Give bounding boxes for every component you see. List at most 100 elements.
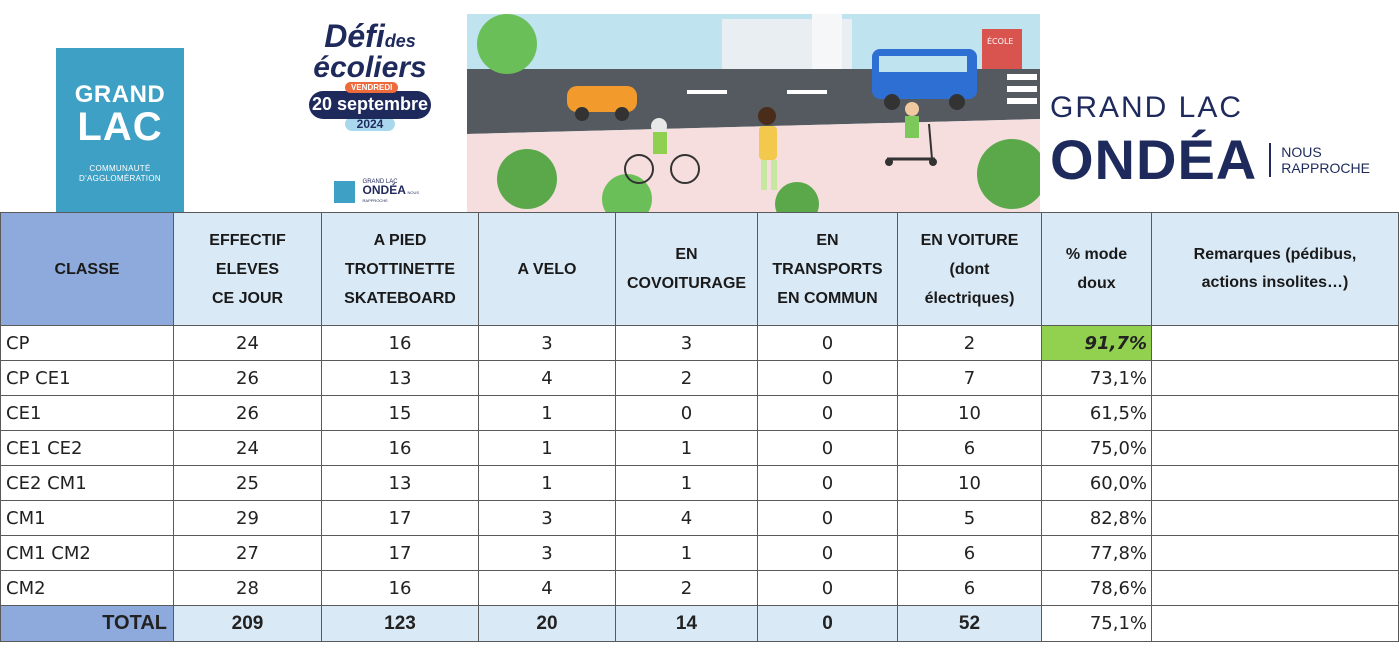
cell-pct-mode-doux: 73,1% bbox=[1041, 360, 1152, 396]
col-a-pied-header-line: A PIED bbox=[373, 231, 427, 249]
total-classe: TOTAL bbox=[0, 605, 174, 642]
cell-remarques bbox=[1151, 360, 1399, 396]
cell-voiture: 6 bbox=[897, 430, 1042, 466]
total-covoiturage: 14 bbox=[615, 605, 758, 642]
cell-a-velo: 1 bbox=[478, 395, 616, 431]
cell-effectif: 25 bbox=[173, 465, 322, 501]
cell-classe: CE1 bbox=[0, 395, 174, 431]
ondea-tagline: NOUS RAPPROCHE bbox=[1281, 144, 1370, 176]
table-row: CM2 28 16 4 2 0 6 78,6% bbox=[0, 570, 1399, 606]
mini-nous-text: NOUS RAPPROCHE bbox=[362, 190, 420, 203]
cell-pct-mode-doux: 61,5% bbox=[1041, 395, 1152, 431]
cell-classe: CM1 CM2 bbox=[0, 535, 174, 571]
table-total-row: TOTAL 209 123 20 14 0 52 75,1% bbox=[0, 605, 1399, 642]
col-remarques-header-line: actions insolites…) bbox=[1201, 274, 1349, 291]
date-badge: VENDREDI 20 septembre bbox=[309, 82, 431, 119]
cell-a-velo: 4 bbox=[478, 570, 616, 606]
cell-voiture: 7 bbox=[897, 360, 1042, 396]
total-a-velo: 20 bbox=[478, 605, 616, 642]
mobility-survey-table: CLASSE EFFECTIF ELEVES CE JOUR A PIED TROTTIN… bbox=[0, 212, 1399, 642]
total-remarques bbox=[1151, 605, 1399, 642]
col-voiture-header-line: (dont bbox=[949, 260, 990, 278]
col-transports-header-line: EN COMMUN bbox=[777, 289, 878, 307]
cell-effectif: 26 bbox=[173, 395, 322, 431]
col-a-pied-header-line: SKATEBOARD bbox=[344, 289, 456, 307]
cell-voiture: 5 bbox=[897, 500, 1042, 536]
col-effectif-header-line: EFFECTIF bbox=[209, 231, 286, 249]
table-row: CM1 29 17 3 4 0 5 82,8% bbox=[0, 500, 1399, 536]
col-pct-mode-doux-header-line: % mode bbox=[1065, 246, 1128, 263]
cell-remarques bbox=[1151, 535, 1399, 571]
col-transports-header-line: TRANSPORTS bbox=[772, 260, 883, 278]
cell-transports: 0 bbox=[757, 360, 898, 396]
total-effectif: 209 bbox=[173, 605, 322, 642]
grand-lac-logo-line1: GRAND bbox=[74, 81, 166, 108]
cell-remarques bbox=[1151, 500, 1399, 536]
col-remarques-header: Remarques (pédibus, actions insolites…) bbox=[1151, 212, 1399, 326]
cell-a-pied: 17 bbox=[321, 500, 479, 536]
cell-remarques bbox=[1151, 325, 1399, 361]
cell-transports: 0 bbox=[757, 570, 898, 606]
col-remarques-header-line: Remarques (pédibus, bbox=[1193, 246, 1357, 263]
table-row: CP 24 16 3 3 0 2 91,7% bbox=[0, 325, 1399, 361]
cell-transports: 0 bbox=[757, 465, 898, 501]
defi-des-ecoliers-logo: Défides écoliers VENDREDI 20 septembre 2… bbox=[300, 20, 440, 207]
grand-lac-logo: GRAND LAC COMMUNAUTÉ D'AGGLOMÉRATION bbox=[56, 48, 184, 212]
col-effectif-header-line: ELEVES bbox=[215, 260, 280, 278]
col-pct-mode-doux-header: % mode doux bbox=[1041, 212, 1152, 326]
cell-classe: CP CE1 bbox=[0, 360, 174, 396]
ondea-wordmark: ONDÉA bbox=[1050, 128, 1258, 191]
col-classe-header-line: CLASSE bbox=[54, 260, 120, 278]
cell-a-velo: 3 bbox=[478, 325, 616, 361]
table-row: CE1 CE2 24 16 1 1 0 6 75,0% bbox=[0, 430, 1399, 466]
cell-a-velo: 4 bbox=[478, 360, 616, 396]
cell-effectif: 29 bbox=[173, 500, 322, 536]
col-voiture-header-line: électriques) bbox=[924, 289, 1015, 307]
col-transports-header-line: EN bbox=[816, 231, 839, 249]
cell-transports: 0 bbox=[757, 500, 898, 536]
grand-lac-logo-subtitle: COMMUNAUTÉ D'AGGLOMÉRATION bbox=[56, 164, 184, 184]
ondea-tagline-rapproche: RAPPROCHE bbox=[1281, 160, 1370, 176]
cell-remarques bbox=[1151, 465, 1399, 501]
cell-a-velo: 1 bbox=[478, 430, 616, 466]
grand-lac-logo-line2: LAC bbox=[77, 105, 163, 149]
cell-voiture: 6 bbox=[897, 535, 1042, 571]
cell-a-pied: 16 bbox=[321, 430, 479, 466]
cell-transports: 0 bbox=[757, 325, 898, 361]
col-effectif-header-line: CE JOUR bbox=[211, 289, 284, 307]
cell-voiture: 2 bbox=[897, 325, 1042, 361]
cell-effectif: 27 bbox=[173, 535, 322, 571]
defi-title-line1: Défides bbox=[300, 20, 440, 55]
header-banner: GRAND LAC COMMUNAUTÉ D'AGGLOMÉRATION Déf… bbox=[0, 0, 1399, 212]
total-transports: 0 bbox=[757, 605, 898, 642]
cell-voiture: 10 bbox=[897, 465, 1042, 501]
grand-lac-logo-sub1: COMMUNAUTÉ bbox=[89, 164, 151, 173]
cell-covoiturage: 1 bbox=[615, 430, 758, 466]
col-covoiturage-header-line: EN bbox=[675, 246, 698, 263]
cell-a-pied: 16 bbox=[321, 570, 479, 606]
grand-lac-logo-sub2: D'AGGLOMÉRATION bbox=[79, 174, 161, 183]
mini-ondea-text: ONDÉA bbox=[362, 183, 406, 197]
cell-effectif: 24 bbox=[173, 325, 322, 361]
cell-remarques bbox=[1151, 395, 1399, 431]
cell-effectif: 28 bbox=[173, 570, 322, 606]
cell-effectif: 24 bbox=[173, 430, 322, 466]
col-classe-header: CLASSE bbox=[0, 212, 174, 326]
cell-a-velo: 3 bbox=[478, 535, 616, 571]
col-a-pied-header-line: TROTTINETTE bbox=[344, 260, 456, 278]
des-word: des bbox=[384, 31, 416, 51]
table-header-row: CLASSE EFFECTIF ELEVES CE JOUR A PIED TROTTIN… bbox=[0, 212, 1399, 326]
ondea-tagline-nous: NOUS bbox=[1281, 144, 1322, 160]
col-voiture-header: EN VOITURE (dont électriques) bbox=[897, 212, 1042, 326]
cell-pct-mode-doux: 60,0% bbox=[1041, 465, 1152, 501]
cell-remarques bbox=[1151, 570, 1399, 606]
table-body: CP 24 16 3 3 0 2 91,7% CP CE1 26 13 4 2 0 7 73,1% CE1 26 1… bbox=[0, 325, 1399, 642]
cell-classe: CE2 CM1 bbox=[0, 465, 174, 501]
cell-a-pied: 13 bbox=[321, 360, 479, 396]
ondea-separator bbox=[1269, 143, 1272, 177]
cell-covoiturage: 2 bbox=[615, 360, 758, 396]
cell-covoiturage: 1 bbox=[615, 535, 758, 571]
cell-remarques bbox=[1151, 430, 1399, 466]
grand-lac-ondea-logo: GRAND LAC ONDÉA NOUS RAPPROCHE bbox=[1050, 92, 1370, 188]
total-a-pied: 123 bbox=[321, 605, 479, 642]
